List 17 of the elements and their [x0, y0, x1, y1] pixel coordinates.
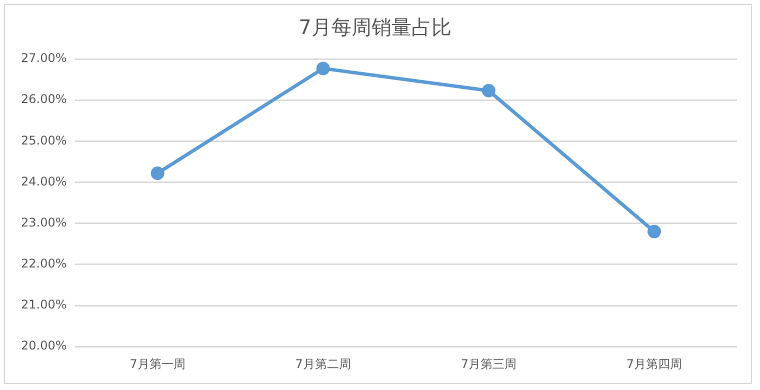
x-tick-label: 7月第一周 — [130, 356, 186, 371]
x-tick-label: 7月第三周 — [460, 356, 516, 371]
y-tick-label: 23.00% — [20, 215, 67, 230]
point — [150, 166, 164, 180]
x-tick-label: 7月第四周 — [626, 356, 682, 371]
y-tick-label: 21.00% — [20, 298, 67, 312]
y-tick-label: 24.00% — [20, 174, 67, 188]
x-tick-label: 7月第二周 — [295, 356, 351, 371]
y-tick-label: 22.00% — [20, 256, 67, 271]
point — [482, 84, 496, 98]
chart-title: 7月每周销量占比 — [298, 15, 452, 40]
y-tick-label: 26.00% — [20, 92, 67, 106]
y-tick-label: 25.00% — [20, 133, 67, 148]
y-tick-label: 27.00% — [20, 51, 67, 66]
point — [647, 224, 661, 238]
point — [316, 62, 330, 76]
y-tick-label: 20.00% — [20, 338, 67, 353]
